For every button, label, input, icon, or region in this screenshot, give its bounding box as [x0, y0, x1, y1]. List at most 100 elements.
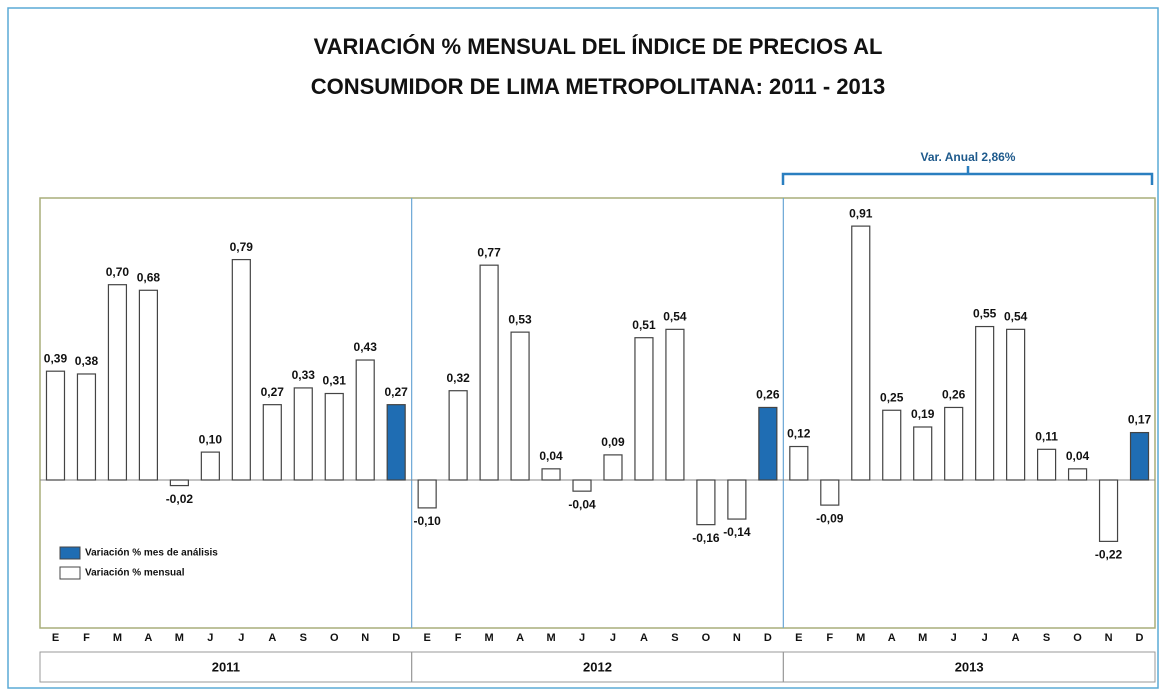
x-tick-label: A: [144, 632, 152, 644]
x-tick-label: E: [423, 632, 430, 644]
year-label: 2011: [212, 659, 240, 674]
bar: [603, 454, 623, 481]
x-tick-label: F: [83, 632, 90, 644]
x-tick-label: J: [951, 632, 957, 644]
bar: [138, 289, 159, 481]
value-label: -0,22: [1095, 548, 1123, 562]
value-label: -0,10: [413, 514, 441, 528]
x-tick-label: F: [826, 632, 833, 644]
x-tick-label: N: [1105, 632, 1113, 644]
value-label: 0,09: [601, 435, 625, 449]
legend-swatch: [59, 566, 81, 580]
chart-title: VARIACIÓN % MENSUAL DEL ÍNDICE DE PRECIO…: [314, 34, 883, 59]
x-tick-label: M: [113, 632, 122, 644]
bar: [231, 258, 251, 481]
bar: [324, 392, 344, 481]
x-tick-label: F: [455, 632, 462, 644]
bar: [975, 325, 995, 481]
bar: [355, 359, 375, 481]
legend-label: Variación % mensual: [85, 568, 185, 579]
x-tick-label: D: [1136, 632, 1144, 644]
value-label: -0,16: [692, 531, 720, 545]
bar: [913, 426, 933, 481]
value-label: 0,39: [44, 351, 68, 365]
bar: [510, 331, 530, 481]
year-label: 2012: [583, 659, 612, 674]
value-label: 0,27: [261, 385, 285, 399]
x-tick-label: O: [702, 632, 711, 644]
legend-swatch: [59, 546, 81, 560]
value-label: 0,33: [292, 368, 316, 382]
bracket: [781, 166, 1154, 185]
x-tick-label: M: [856, 632, 865, 644]
x-tick-label: S: [300, 632, 307, 644]
value-label: 0,26: [942, 388, 966, 402]
bar: [1006, 328, 1026, 481]
x-tick-label: M: [485, 632, 494, 644]
chart-title: CONSUMIDOR DE LIMA METROPOLITANA: 2011 -…: [311, 74, 886, 99]
bar: [1098, 479, 1119, 542]
value-label: -0,02: [166, 492, 194, 506]
bar: [45, 370, 66, 481]
bar: [727, 479, 747, 520]
x-tick-label: J: [238, 632, 244, 644]
x-tick-label: S: [671, 632, 678, 644]
value-label: 0,55: [973, 307, 997, 321]
bar: [479, 264, 499, 481]
value-label: 0,79: [230, 240, 254, 254]
x-tick-label: A: [640, 632, 648, 644]
year-label: 2013: [955, 659, 984, 674]
x-tick-label: A: [516, 632, 524, 644]
x-tick-label: N: [733, 632, 741, 644]
bar: [200, 451, 220, 481]
x-tick-label: S: [1043, 632, 1050, 644]
value-label: 0,91: [849, 206, 873, 220]
bar: [448, 390, 468, 481]
x-tick-label: E: [52, 632, 59, 644]
value-label: 0,04: [1066, 449, 1090, 463]
value-label: 0,77: [477, 245, 501, 259]
x-tick-label: A: [268, 632, 276, 644]
value-label: 0,54: [663, 310, 687, 324]
value-label: 0,68: [137, 270, 161, 284]
x-tick-label: D: [764, 632, 772, 644]
x-tick-label: J: [982, 632, 988, 644]
year-box: [782, 651, 1156, 683]
x-tick-label: E: [795, 632, 802, 644]
x-tick-label: O: [330, 632, 339, 644]
x-tick-label: J: [207, 632, 213, 644]
x-tick-label: M: [175, 632, 184, 644]
value-label: -0,09: [816, 511, 844, 525]
bar: [262, 404, 282, 481]
bar: [293, 387, 313, 481]
value-label: 0,12: [787, 427, 811, 441]
bar: [76, 373, 97, 481]
bar: [758, 406, 778, 481]
bar: [1067, 468, 1088, 481]
bar: [107, 284, 128, 481]
x-tick-label: O: [1073, 632, 1082, 644]
value-label: 0,38: [75, 354, 99, 368]
bar: [417, 479, 437, 509]
bar: [1129, 431, 1150, 481]
bar: [572, 479, 592, 492]
x-tick-label: M: [918, 632, 927, 644]
bar: [882, 409, 902, 481]
value-label: 0,26: [756, 388, 780, 402]
value-label: 0,25: [880, 390, 904, 404]
bar: [944, 406, 964, 481]
value-label: 0,43: [354, 340, 378, 354]
x-tick-label: A: [1012, 632, 1020, 644]
bar: [386, 404, 406, 481]
bar: [541, 468, 561, 481]
value-label: 0,04: [539, 449, 563, 463]
annotation: Var. Anual 2,86%: [921, 150, 1016, 164]
value-label: -0,04: [568, 497, 596, 511]
x-tick-label: J: [610, 632, 616, 644]
x-tick-label: M: [546, 632, 555, 644]
value-label: 0,54: [1004, 310, 1028, 324]
x-tick-label: N: [361, 632, 369, 644]
value-label: 0,27: [385, 385, 409, 399]
x-tick-label: D: [392, 632, 400, 644]
